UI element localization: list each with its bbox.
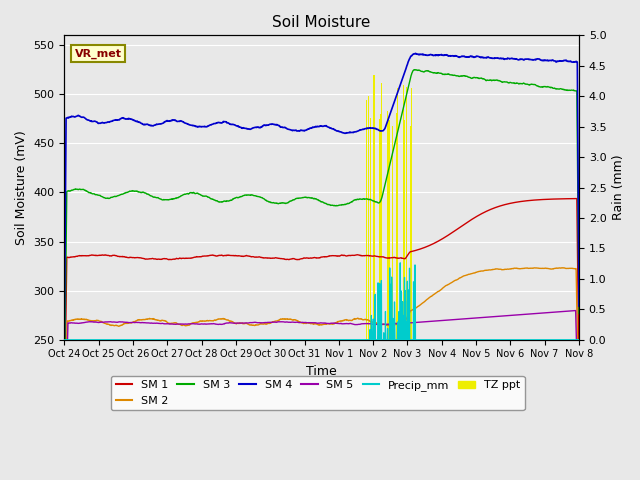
Title: Soil Moisture: Soil Moisture [273, 15, 371, 30]
Text: VR_met: VR_met [75, 48, 122, 59]
X-axis label: Time: Time [307, 365, 337, 378]
Legend: SM 1, SM 2, SM 3, SM 4, SM 5, Precip_mm, TZ ppt: SM 1, SM 2, SM 3, SM 4, SM 5, Precip_mm,… [111, 376, 525, 410]
Y-axis label: Rain (mm): Rain (mm) [612, 155, 625, 220]
Y-axis label: Soil Moisture (mV): Soil Moisture (mV) [15, 130, 28, 245]
